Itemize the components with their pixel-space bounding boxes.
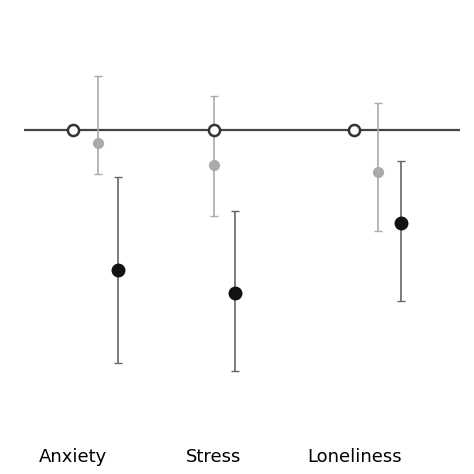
Text: Anxiety: Anxiety [39, 448, 107, 466]
Text: Loneliness: Loneliness [307, 448, 401, 466]
Text: Stress: Stress [186, 448, 241, 466]
